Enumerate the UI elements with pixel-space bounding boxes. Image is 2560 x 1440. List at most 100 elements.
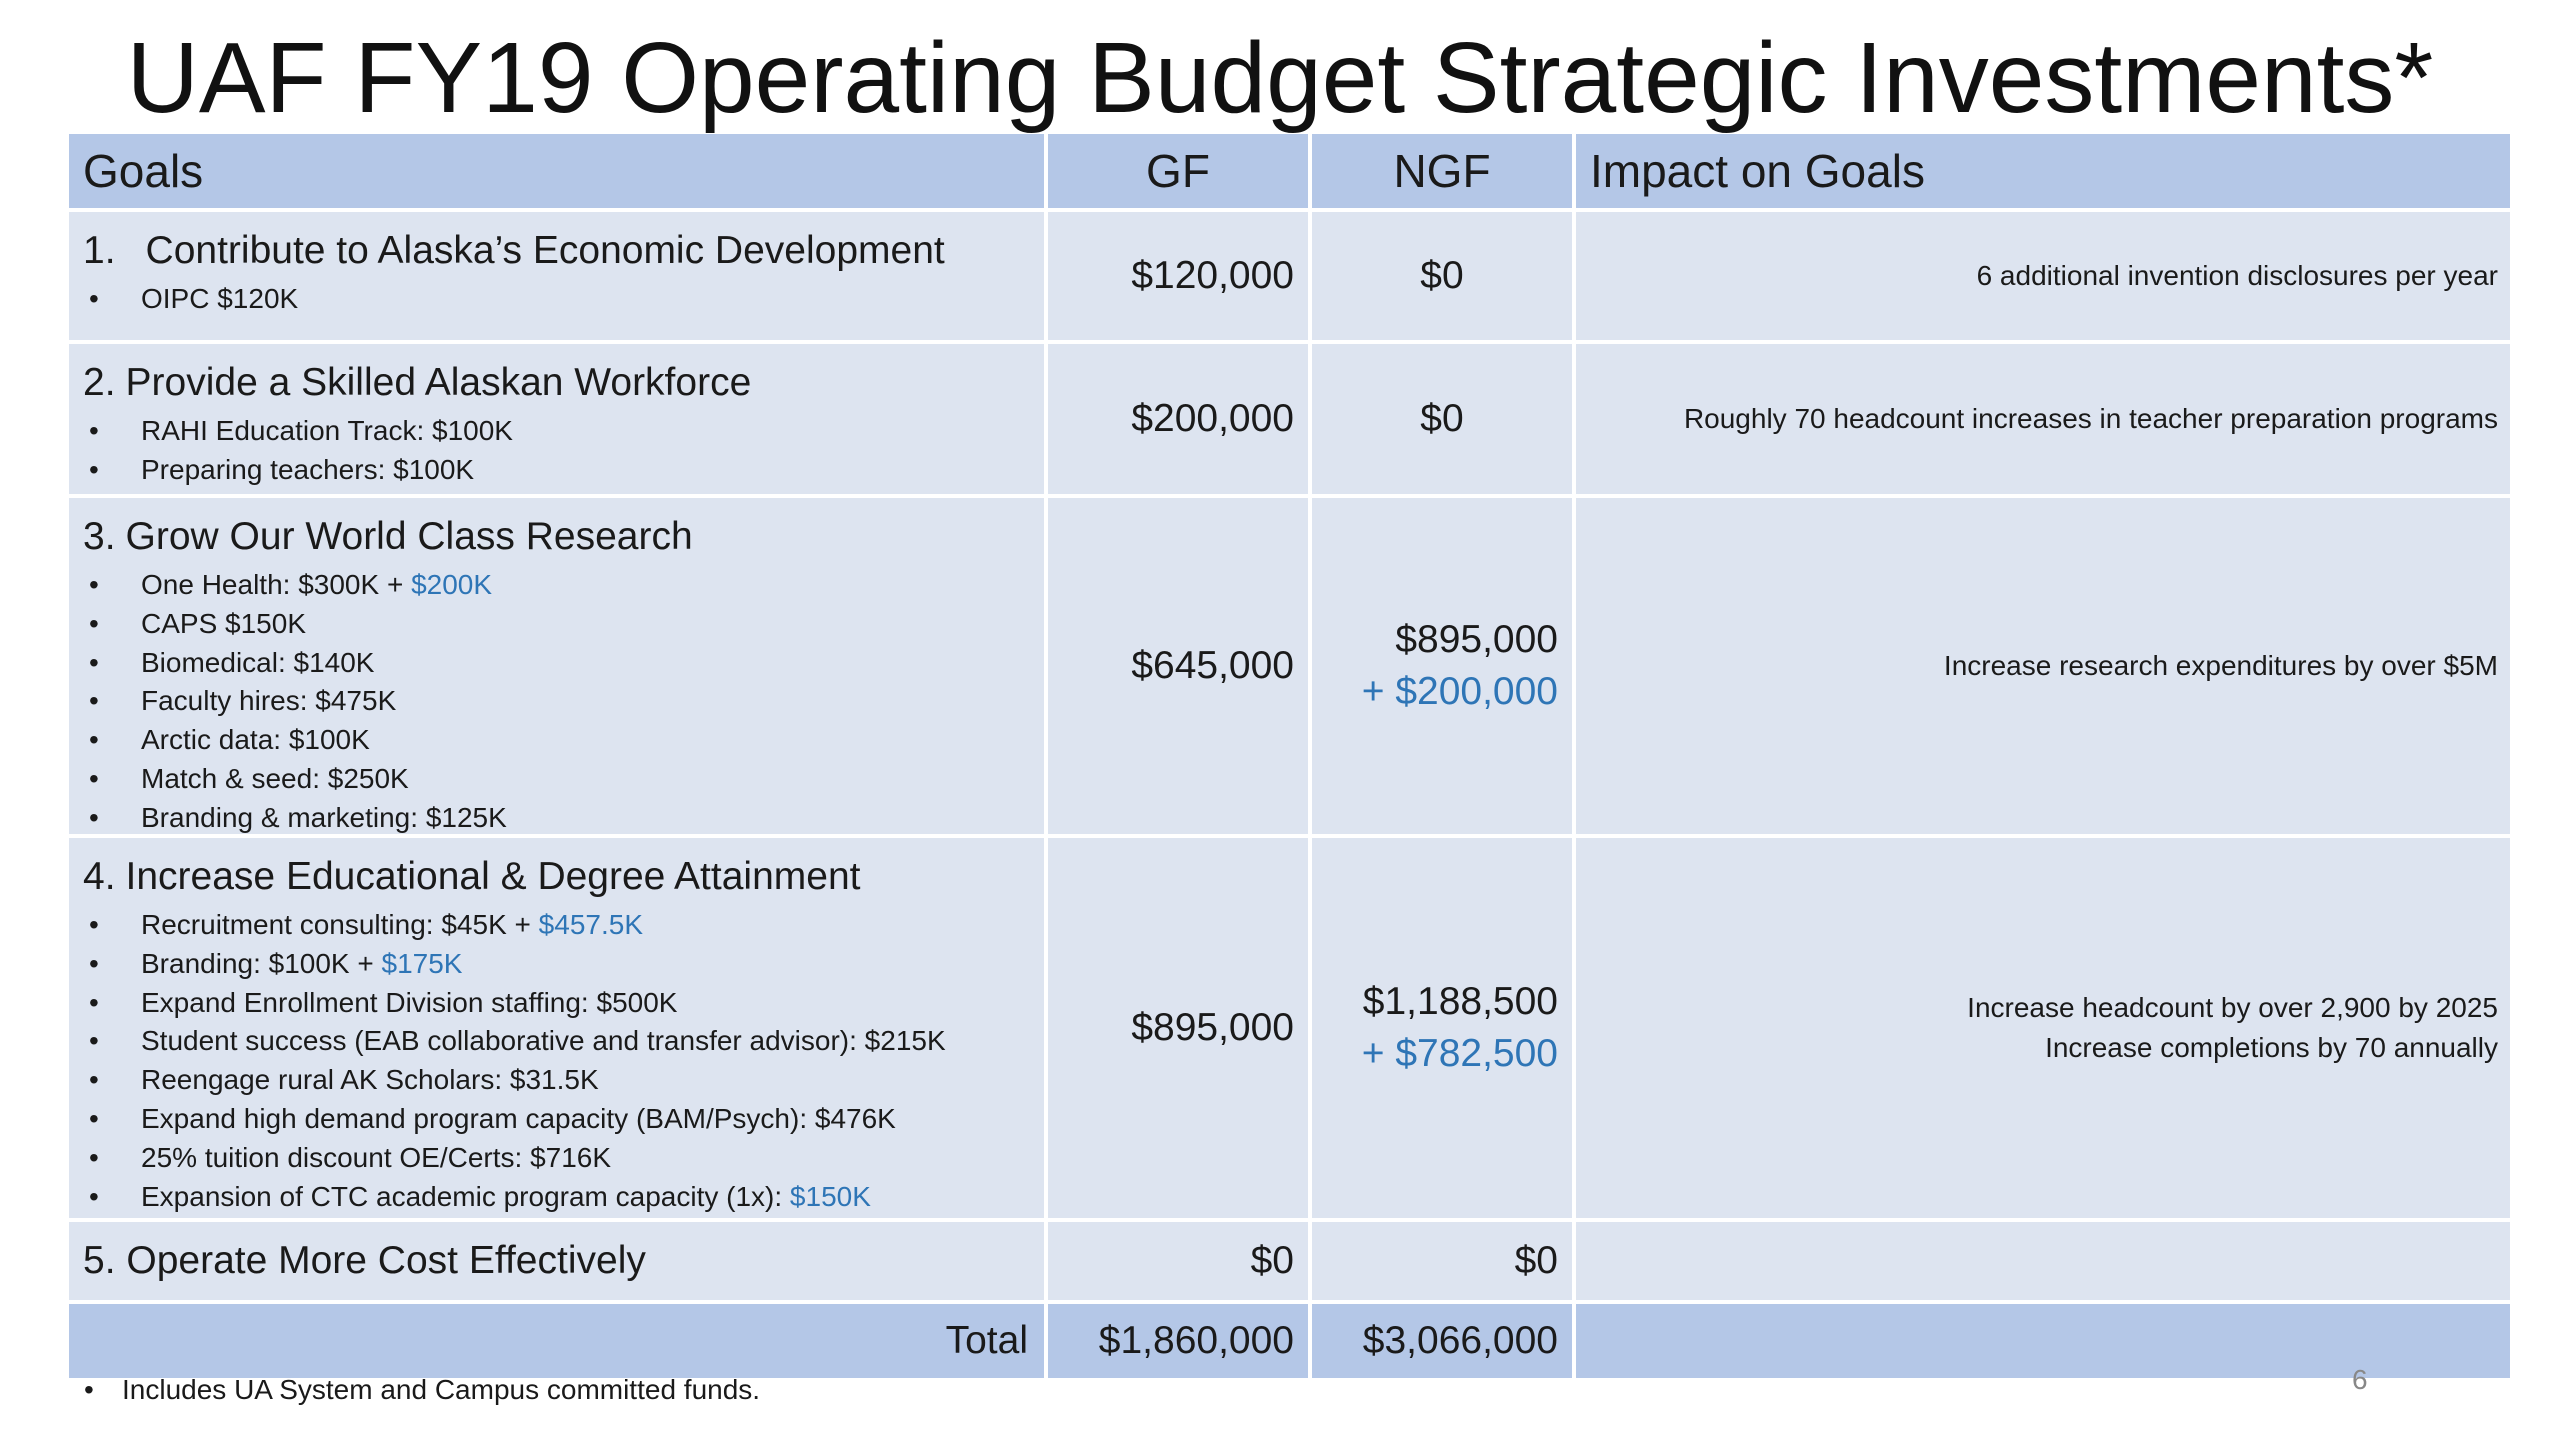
goal-2-gf: $200,000 (1048, 344, 1308, 494)
list-item: Student success (EAB collaborative and t… (83, 1022, 1030, 1061)
goal-5-label: 5. Operate More Cost Effectively (69, 1222, 1044, 1300)
slide-title: UAF FY19 Operating Budget Strategic Inve… (126, 22, 2434, 134)
impact-text: Increase headcount by over 2,900 by 2025 (1967, 992, 2498, 1023)
goal-heading-text: Increase Educational & Degree Attainment (125, 855, 861, 898)
item-text: RAHI Education Track: $100K (141, 415, 513, 446)
total-label: Total (69, 1304, 1044, 1378)
item-text: 25% tuition discount OE/Certs: $716K (141, 1141, 612, 1173)
total-impact (1576, 1304, 2510, 1378)
item-text: Recruitment consulting: $45K + (141, 909, 539, 940)
goal-number: 3. (83, 515, 116, 558)
list-item: Reengage rural AK Scholars: $31.5K (83, 1061, 1030, 1100)
item-text: Branding & marketing: $125K (141, 801, 507, 833)
goal-heading: 4. Increase Educational & Degree Attainme… (83, 852, 1030, 902)
ngf-addition: + $200,000 (1361, 670, 1558, 713)
page-number: 6 (2352, 1364, 2368, 1395)
header-ngf: NGF (1312, 134, 1572, 208)
goal-3-gf: $645,000 (1048, 498, 1308, 834)
goal-heading-text: Provide a Skilled Alaskan Workforce (125, 361, 752, 404)
impact-text: Roughly 70 headcount increases in teache… (1683, 403, 2498, 434)
goal-3-cell: 3.Grow Our World Class Research One Healt… (69, 498, 1044, 834)
item-text: CAPS $150K (141, 607, 306, 639)
goal-heading: 2. Provide a Skilled Alaskan Workforce (83, 358, 1030, 408)
item-text: Student success (EAB collaborative and t… (141, 1025, 946, 1057)
list-item: Match & seed: $250K (83, 760, 1030, 799)
bullet-icon: • (84, 1374, 94, 1405)
list-item: Expand high demand program capacity (BAM… (83, 1100, 1030, 1139)
item-text: Branding: $100K + (141, 947, 382, 979)
total-ngf: $3,066,000 (1312, 1304, 1572, 1378)
goal-1-cell: 1. Contribute to Alaska’s Economic Develo… (69, 212, 1044, 340)
goal-heading-text: Contribute to Alaska’s Economic Developm… (145, 229, 945, 272)
goal-4-cell: 4. Increase Educational & Degree Attainme… (69, 838, 1044, 1218)
list-item: Branding & marketing: $125K (83, 799, 1030, 834)
footnote: • Includes UA System and Campus committed… (84, 1372, 760, 1408)
goal-2-impact: Roughly 70 headcount increases in teache… (1576, 344, 2510, 494)
total-gf: $1,860,000 (1048, 1304, 1308, 1378)
goal-3-impact: Increase research expenditures by over $… (1576, 498, 2510, 834)
item-text: Arctic data: $100K (141, 724, 370, 756)
item-text: Expand high demand program capacity (BAM… (141, 1102, 896, 1134)
budget-table: Goals GF NGF Impact on Goals 1. Contribut… (69, 134, 2510, 1378)
ngf-amount: $175K (381, 947, 463, 979)
goal-1-gf: $120,000 (1048, 212, 1308, 340)
goal-5-gf: $0 (1048, 1222, 1308, 1300)
item-text: Match & seed: $250K (141, 762, 409, 794)
item-text: Preparing teachers: $100K (141, 453, 475, 485)
goal-3-ngf: $895,000 + $200,000 (1312, 498, 1572, 834)
goal-item-list: One Health: $300K + $200KCAPS $150KBiome… (83, 566, 1030, 834)
ngf-amount: $457.5K (538, 909, 643, 940)
impact-text: 6 additional invention disclosures per y… (1976, 260, 2498, 291)
list-item: Branding: $100K + $175K (83, 945, 1030, 984)
list-item: OIPC $120K (83, 280, 1030, 319)
header-goals: Goals (69, 134, 1044, 208)
goal-item-list: Recruitment consulting: $45K + $457.5KBr… (83, 906, 1030, 1216)
goal-4-gf: $895,000 (1048, 838, 1308, 1218)
ngf-value: $0 (1420, 254, 1464, 297)
impact-text: Increase research expenditures by over $… (1943, 650, 2498, 681)
goal-number: 4. (83, 855, 116, 898)
ngf-value: $895,000 (1395, 618, 1558, 661)
goal-2-cell: 2.Provide a Skilled Alaskan Workforce RAH… (69, 344, 1044, 494)
item-text: Faculty hires: $475K (141, 685, 397, 717)
goal-4-impact: Increase headcount by over 2,900 by 2025… (1576, 838, 2510, 1218)
list-item: Arctic data: $100K (83, 721, 1030, 760)
list-item: Faculty hires: $475K (83, 682, 1030, 721)
ngf-value: $1,188,500 (1362, 980, 1558, 1023)
goal-item-list: OIPC $120K (83, 280, 1030, 319)
list-item: Preparing teachers: $100K (83, 451, 1030, 490)
list-item: Expansion of CTC academic program capaci… (83, 1178, 1030, 1217)
goal-5-ngf: $0 (1312, 1222, 1572, 1300)
goal-1-impact: 6 additional invention disclosures per y… (1576, 212, 2510, 340)
goal-number: 2. (83, 361, 116, 404)
goal-heading: 3. Grow Our World Class Research (83, 512, 1030, 562)
item-text: Reengage rural AK Scholars: $31.5K (141, 1064, 599, 1096)
ngf-value: $0 (1420, 397, 1464, 440)
list-item: CAPS $150K (83, 605, 1030, 644)
goal-number: 1. (83, 229, 116, 272)
goal-5-impact (1576, 1222, 2510, 1300)
goal-heading: 1. Contribute to Alaska’s Economic Develo… (83, 226, 1030, 276)
list-item: 25% tuition discount OE/Certs: $716K (83, 1139, 1030, 1178)
goal-2-ngf: $0 (1312, 344, 1572, 494)
item-text: Biomedical: $140K (141, 646, 375, 678)
item-text: One Health: $300K + (141, 569, 412, 600)
list-item: RAHI Education Track: $100K (83, 412, 1030, 451)
item-text: Expansion of CTC academic program capaci… (141, 1180, 790, 1212)
item-text: OIPC $120K (141, 283, 299, 314)
list-item: One Health: $300K + $200K (83, 566, 1030, 605)
header-gf: GF (1048, 134, 1308, 208)
ngf-amount: $150K (789, 1180, 871, 1212)
footnote-text: Includes UA System and Campus committed … (122, 1374, 761, 1405)
goal-heading-text: Grow Our World Class Research (125, 515, 693, 558)
goal-4-ngf: $1,188,500 + $782,500 (1312, 838, 1572, 1218)
list-item: Recruitment consulting: $45K + $457.5K (83, 906, 1030, 945)
ngf-addition: + $782,500 (1361, 1032, 1558, 1075)
list-item: Expand Enrollment Division staffing: $50… (83, 984, 1030, 1023)
goal-1-ngf: $0 (1312, 212, 1572, 340)
item-text: Expand Enrollment Division staffing: $50… (141, 986, 678, 1018)
list-item: Biomedical: $140K (83, 644, 1030, 683)
impact-text: Increase completions by 70 annually (2045, 1032, 2498, 1063)
header-impact: Impact on Goals (1576, 134, 2510, 208)
ngf-amount: $200K (411, 569, 493, 600)
